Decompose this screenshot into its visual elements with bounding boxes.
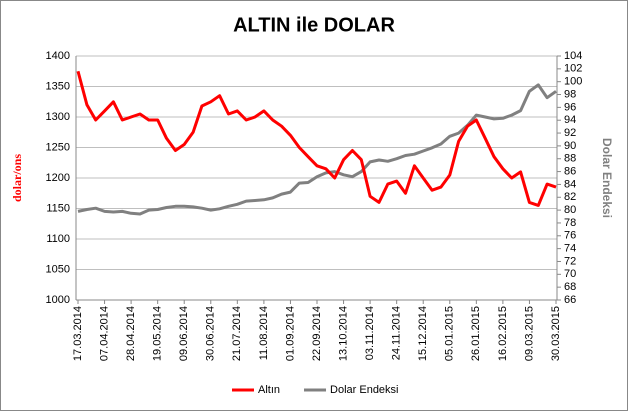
x-tick-label: 15.12.2014 <box>417 306 429 361</box>
series-line <box>76 70 557 207</box>
y2-tick-label: 102 <box>564 63 582 75</box>
x-tick-label: 19.05.2014 <box>152 306 164 361</box>
y-tick-label: 1400 <box>46 50 70 62</box>
y2-tick-label: 104 <box>564 50 582 62</box>
y2-tick-label: 66 <box>564 294 576 306</box>
y2-tick-label: 72 <box>564 255 576 267</box>
y-tick-label: 1150 <box>46 202 70 214</box>
y2-tick-label: 96 <box>564 101 576 113</box>
x-tick-label: 16.02.2015 <box>497 306 509 361</box>
x-tick-label: 30.03.2015 <box>550 306 562 361</box>
x-tick-label: 13.10.2014 <box>337 306 349 361</box>
x-tick-label: 09.03.2015 <box>523 306 535 361</box>
x-tick-label: 05.01.2015 <box>444 306 456 361</box>
y2-tick-label: 76 <box>564 230 576 242</box>
y-tick-label: 1300 <box>46 111 70 123</box>
y-tick-label: 1050 <box>46 263 70 275</box>
y2-tick-label: 78 <box>564 217 576 229</box>
legend-label: Dolar Endeksi <box>330 384 398 396</box>
x-tick-label: 26.01.2015 <box>470 306 482 361</box>
x-tick-label: 21.07.2014 <box>231 306 243 361</box>
y2-tick-label: 100 <box>564 76 582 88</box>
x-tick-label: 01.09.2014 <box>284 306 296 361</box>
y-tick-label: 1200 <box>46 172 70 184</box>
x-tick-label: 07.04.2014 <box>98 306 110 361</box>
x-tick-label: 22.09.2014 <box>311 306 323 361</box>
x-tick-label: 24.11.2014 <box>391 306 403 360</box>
x-tick-label: 30.06.2014 <box>205 306 217 361</box>
y2-tick-label: 94 <box>564 114 576 126</box>
x-tick-label: 03.11.2014 <box>364 306 376 360</box>
legend-label: Altın <box>258 384 280 396</box>
y2-tick-label: 90 <box>564 140 576 152</box>
y2-tick-label: 88 <box>564 153 576 165</box>
y2-tick-label: 74 <box>564 243 576 255</box>
x-tick-label: 11.08.2014 <box>258 306 270 360</box>
x-tick-label: 09.06.2014 <box>178 306 190 361</box>
y-axis-label: dolar/ons <box>10 154 24 202</box>
y2-tick-label: 70 <box>564 268 576 280</box>
y2-tick-label: 86 <box>564 165 576 177</box>
y2-tick-label: 82 <box>564 191 576 203</box>
y2-tick-label: 68 <box>564 281 576 293</box>
y2-tick-label: 84 <box>564 178 576 190</box>
y-tick-label: 1000 <box>46 294 70 306</box>
x-tick-label: 28.04.2014 <box>125 306 137 361</box>
series-line <box>77 83 557 216</box>
x-tick-label: 17.03.2014 <box>72 306 84 361</box>
y-tick-label: 1250 <box>46 141 70 153</box>
y2-tick-label: 92 <box>564 127 576 139</box>
y-tick-label: 1350 <box>46 80 70 92</box>
y2-axis-label: Dolar Endeksi <box>600 138 614 218</box>
chart-title: ALTIN ile DOLAR <box>233 14 395 36</box>
y2-tick-label: 98 <box>564 88 576 100</box>
y2-tick-label: 80 <box>564 204 576 216</box>
y-tick-label: 1100 <box>46 233 70 245</box>
